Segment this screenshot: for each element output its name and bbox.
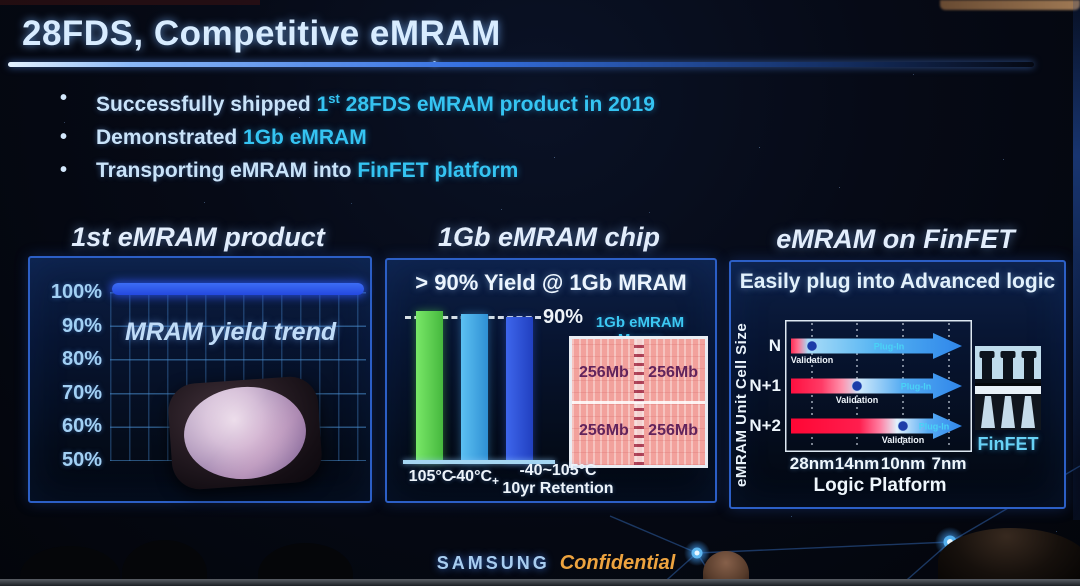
panel-first-emram-product: 100% 90% 80% 70% 60% 50% MRAM yield tren… bbox=[28, 256, 372, 503]
audience-silhouette bbox=[258, 543, 353, 586]
y-tick: 60% bbox=[61, 415, 102, 437]
roadmap-arrow-n2 bbox=[791, 413, 962, 439]
y-tick: 50% bbox=[61, 449, 102, 471]
threshold-label: 90% bbox=[542, 306, 584, 328]
bullet-highlight: 28FDS eMRAM product in 2019 bbox=[339, 93, 655, 116]
y-tick: 70% bbox=[61, 382, 102, 404]
footer-confidential: Confidential bbox=[559, 552, 676, 574]
audience-silhouette bbox=[122, 540, 207, 586]
y-tick: 100% bbox=[50, 281, 102, 303]
validation-dot-n bbox=[806, 340, 818, 352]
bar-x-label: 105°C bbox=[408, 468, 454, 485]
die-quadrant-label: 256Mb bbox=[648, 364, 698, 382]
x-tick: 7nm bbox=[931, 454, 967, 473]
finfet-fins bbox=[981, 396, 1035, 428]
glow-node-center bbox=[694, 550, 700, 556]
finfet-sem-image bbox=[975, 346, 1041, 430]
y-tick: 90% bbox=[61, 315, 102, 337]
die-quadrant-label: 256Mb bbox=[579, 364, 629, 382]
wafer-photo bbox=[166, 374, 324, 492]
roadmap-frame bbox=[785, 320, 972, 452]
bullet-item: • Demonstrated 1Gb eMRAM bbox=[60, 125, 655, 150]
bullet-highlight: 1 bbox=[316, 93, 329, 116]
roadmap-arrow-n bbox=[791, 333, 962, 359]
x-tick: 14nm bbox=[834, 454, 880, 473]
bar-baseline bbox=[403, 460, 555, 464]
roadmap-x-axis-label: Logic Platform bbox=[813, 475, 947, 496]
bar-x-label: -40~105°C 10yr Retention bbox=[497, 462, 619, 498]
roadmap-arrow-n1 bbox=[791, 373, 962, 399]
x-tick: 10nm bbox=[880, 454, 926, 473]
validation-dot-n1 bbox=[851, 380, 863, 392]
die-photo: 256Mb 256Mb 256Mb 256Mb bbox=[569, 336, 708, 468]
die-quadrant-label: 256Mb bbox=[579, 421, 629, 439]
footer: SAMSUNG Confidential bbox=[16, 552, 1080, 575]
die-divider bbox=[572, 401, 705, 404]
bar-x-label-line1: -40~105°C bbox=[519, 462, 597, 479]
panel3-subtitle: Easily plug into Advanced logic bbox=[739, 270, 1056, 293]
bullet-highlight: FinFET platform bbox=[357, 159, 519, 182]
finfet-label: FinFET bbox=[977, 434, 1039, 454]
bullet-marker: • bbox=[60, 159, 68, 181]
top-edge-tint bbox=[0, 0, 260, 5]
bullet-highlight: 1Gb eMRAM bbox=[243, 126, 367, 149]
y-tick: 80% bbox=[61, 348, 102, 370]
yield-trend-label: MRAM yield trend bbox=[125, 318, 337, 346]
bullet-text: Transporting eMRAM into FinFET platform bbox=[96, 158, 518, 183]
bullet-plain: Transporting eMRAM into bbox=[96, 159, 358, 182]
finfet-pillars bbox=[979, 351, 1037, 379]
panel1-header: 1st eMRAM product bbox=[71, 222, 325, 252]
roadmap-row-label: N+1 bbox=[749, 376, 781, 395]
plugin-label: Plug-In bbox=[901, 382, 932, 392]
panel-emram-on-finfet: Easily plug into Advanced logic eMRAM Un… bbox=[729, 260, 1066, 509]
bullet-list: • Successfully shipped 1st 28FDS eMRAM p… bbox=[60, 86, 655, 191]
yield-band bbox=[112, 283, 364, 295]
footer-brand: SAMSUNG bbox=[436, 553, 550, 573]
plugin-label: Plug-In bbox=[919, 422, 950, 432]
plugin-label: Plug-In bbox=[874, 342, 905, 352]
bullet-superscript: st bbox=[328, 91, 340, 106]
bullet-plain: Successfully shipped bbox=[96, 93, 317, 116]
bullet-text: Successfully shipped 1st 28FDS eMRAM pro… bbox=[96, 86, 655, 117]
roadmap-row-label: N bbox=[768, 336, 781, 355]
bullet-item: • Transporting eMRAM into FinFET platfor… bbox=[60, 158, 655, 183]
validation-label: Validation bbox=[882, 435, 925, 445]
audience-silhouette bbox=[938, 528, 1080, 586]
bullet-marker: • bbox=[60, 126, 68, 148]
ceiling-light-reflection bbox=[940, 0, 1080, 10]
bullet-plain: Demonstrated bbox=[96, 126, 244, 149]
bullet-marker: • bbox=[60, 87, 68, 109]
bar-105c bbox=[416, 311, 443, 462]
x-tick: 28nm bbox=[789, 454, 835, 473]
bottom-edge-strip bbox=[0, 579, 1080, 586]
die-quadrant-label: 256Mb bbox=[648, 421, 698, 439]
validation-dot-n2 bbox=[897, 420, 909, 432]
bullet-text: Demonstrated 1Gb eMRAM bbox=[96, 125, 367, 150]
panel-1gb-emram-chip: > 90% Yield @ 1Gb MRAM 90% 1Gb eMRAM Mac… bbox=[385, 258, 717, 503]
panel2-subtitle: > 90% Yield @ 1Gb MRAM bbox=[415, 270, 687, 295]
roadmap-row-label: N+2 bbox=[749, 416, 781, 435]
bar-retention bbox=[506, 317, 533, 462]
panel2-header: 1Gb eMRAM chip bbox=[437, 222, 660, 252]
validation-label: Validation bbox=[791, 355, 834, 365]
bullet-item: • Successfully shipped 1st 28FDS eMRAM p… bbox=[60, 86, 655, 117]
bar-x-label-line2: 10yr Retention bbox=[502, 480, 614, 497]
wafer-sheen bbox=[180, 382, 310, 484]
bar-x-label: -40°C+ bbox=[450, 468, 500, 490]
panel3-header: eMRAM on FinFET bbox=[776, 224, 1015, 254]
bar-minus40c bbox=[461, 314, 488, 462]
title-underline bbox=[8, 62, 1034, 67]
slide-title: 28FDS, Competitive eMRAM bbox=[22, 14, 501, 53]
validation-label: Validation bbox=[836, 395, 879, 405]
screen-edge-stripe bbox=[1073, 0, 1080, 520]
bar-x-label-plus: + bbox=[492, 474, 500, 489]
bar-x-label-text: -40°C bbox=[450, 468, 493, 485]
roadmap-chart: Validation Validation Validation Plug-In… bbox=[785, 320, 972, 452]
